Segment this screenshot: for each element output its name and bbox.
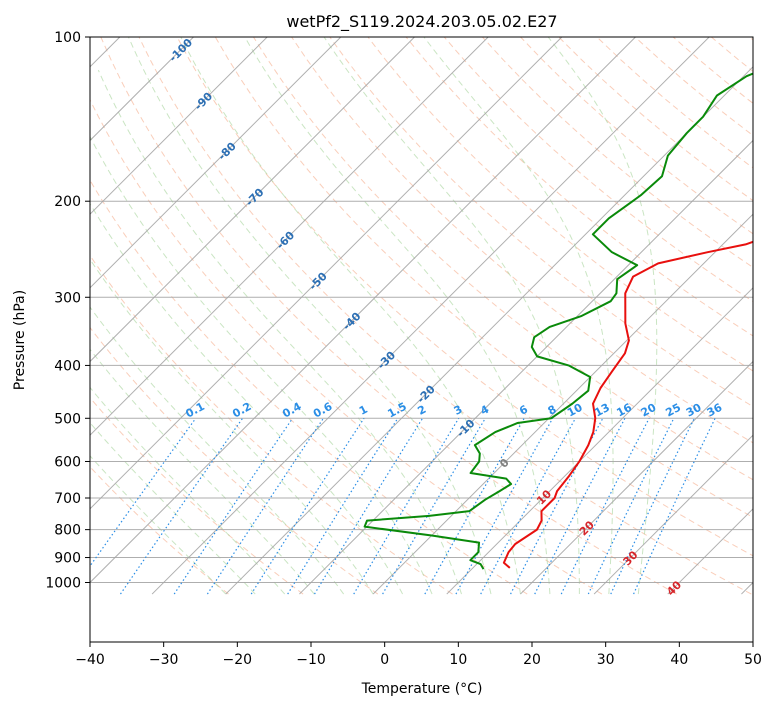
grid-layer	[90, 37, 753, 595]
mixing-ratio-line	[534, 418, 626, 595]
isotherm-line	[446, 287, 753, 595]
y-tick-label: 200	[54, 194, 81, 210]
y-tick-label: 600	[54, 454, 81, 470]
dry-adiabat	[90, 396, 304, 595]
x-tick-label: −20	[223, 652, 253, 668]
x-tick-label: −40	[75, 652, 105, 668]
mixing-ratio-line	[90, 417, 197, 568]
mixing-ratio-line	[480, 417, 576, 595]
y-tick-label: 400	[54, 358, 81, 374]
mixing-ratio-label: 10	[565, 401, 585, 420]
y-axis-title: Pressure (hPa)	[12, 290, 28, 390]
mixing-ratio-label: 30	[684, 401, 704, 420]
isotherm-line	[299, 139, 753, 595]
isotherm-line	[372, 213, 753, 595]
y-tick-label: 800	[54, 523, 81, 539]
dry-adiabat	[90, 179, 528, 595]
isotherm-line	[90, 37, 194, 142]
mixing-ratio-line	[560, 418, 650, 595]
moist-adiabat	[90, 386, 286, 595]
plot-background	[90, 37, 753, 642]
mixing-ratio-label: 16	[614, 401, 634, 420]
dry-adiabat	[329, 37, 753, 408]
moist-adiabat	[90, 422, 256, 595]
isotherm-line	[90, 37, 489, 436]
isotherm-line	[520, 360, 753, 595]
dry-adiabat	[90, 254, 453, 595]
x-tick-label: 10	[449, 652, 467, 668]
x-axis-title: Temperature (°C)	[361, 681, 483, 697]
isotherm-line	[90, 37, 268, 215]
mixing-ratio-label: 13	[592, 401, 612, 420]
mixing-ratio-label: 36	[705, 401, 725, 420]
moist-adiabat	[127, 37, 492, 595]
moist-adiabat	[547, 37, 658, 595]
dry-adiabat	[176, 37, 753, 557]
dry-adiabat	[443, 37, 753, 302]
mixing-ratio-line	[455, 417, 554, 595]
mixing-ratio-line	[250, 417, 365, 595]
dry-adiabat	[214, 37, 753, 518]
mixing-ratio-label: 20	[639, 401, 659, 420]
isotherm-line	[593, 434, 753, 595]
x-tick-label: 40	[670, 652, 688, 668]
dry-adiabat	[90, 98, 603, 595]
dry-adiabat	[367, 37, 753, 372]
y-tick-label: 1000	[45, 576, 81, 592]
mixing-ratio-line	[119, 417, 244, 595]
plot-frame	[89, 36, 754, 643]
series-layer	[363, 72, 753, 570]
y-tick-label: 900	[54, 551, 81, 567]
dry-adiabat	[100, 37, 677, 595]
x-tick-label: 50	[744, 652, 762, 668]
moist-adiabat	[180, 37, 521, 595]
mixing-ratio-line	[353, 417, 460, 595]
temperature-trace	[502, 240, 753, 569]
x-tick-label: 30	[597, 652, 615, 668]
moist-adiabat	[90, 135, 433, 595]
isotherm-line	[90, 37, 563, 510]
isotherm-line	[90, 37, 342, 289]
axis-layer: −40 −30 −20 −10 0 10 20 30 40 50 100 200 300 400 500 60…	[45, 30, 762, 668]
moist-adiabat	[244, 37, 551, 595]
y-tick-label: 300	[54, 290, 81, 306]
isotherm-line	[90, 37, 415, 363]
y-tick-label: 500	[54, 411, 81, 427]
moist-adiabat	[97, 69, 462, 595]
y-tick-label: 700	[54, 491, 81, 507]
x-tick-label: −10	[296, 652, 326, 668]
mixing-ratio-line	[424, 417, 525, 595]
moist-adiabat	[90, 306, 345, 595]
moist-adiabat	[423, 37, 614, 595]
mixing-ratio-line	[633, 418, 716, 595]
mixing-ratio-label: 25	[663, 401, 683, 420]
mixing-ratio-line	[382, 417, 486, 595]
chart-title: wetPf2_S119.2024.203.05.02.E27	[286, 12, 557, 32]
mixing-ratio-line	[313, 417, 424, 595]
mixing-ratio-line	[287, 417, 399, 595]
x-tick-label: −30	[149, 652, 179, 668]
y-tick-label: 100	[54, 30, 81, 46]
dry-adiabat	[405, 37, 753, 337]
isotherm-line	[90, 37, 636, 584]
isotherm-line	[151, 37, 710, 595]
moist-adiabat	[323, 37, 580, 595]
x-tick-label: 20	[523, 652, 541, 668]
dry-adiabat	[90, 326, 379, 595]
dewpoint-trace	[363, 72, 753, 570]
x-tick-label: 0	[380, 652, 389, 668]
dry-adiabat	[90, 466, 229, 595]
moist-adiabat	[90, 348, 315, 595]
